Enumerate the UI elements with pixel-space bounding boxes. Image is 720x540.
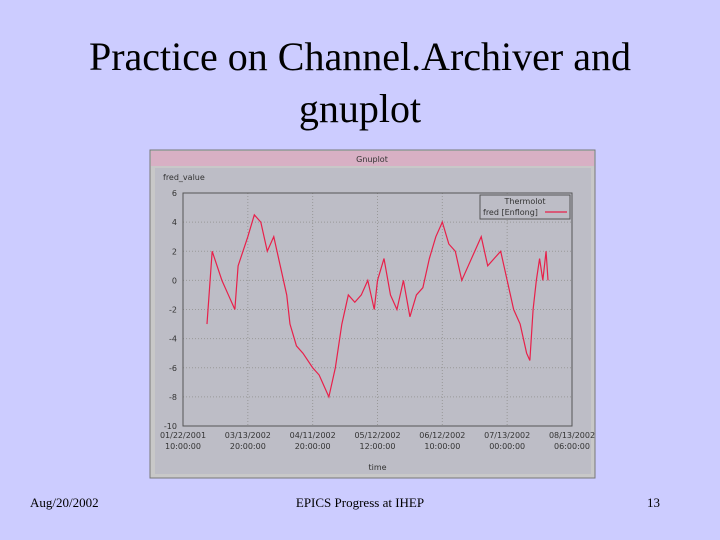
legend-box <box>479 194 571 220</box>
x-tick-label: 07/13/2002 <box>484 431 530 440</box>
x-tick-label: 06:00:00 <box>554 442 590 451</box>
legend-label: fred [Enflong] <box>483 208 538 217</box>
y-tick-label: -6 <box>169 364 177 373</box>
x-tick-label: 04/11/2002 <box>290 431 336 440</box>
x-tick-label: 20:00:00 <box>295 442 331 451</box>
x-tick-label: 10:00:00 <box>424 442 460 451</box>
x-axis-label: time <box>368 463 386 472</box>
legend-title: Thermolot <box>504 197 546 206</box>
y-tick-label: -10 <box>164 422 177 431</box>
x-tick-label: 06/12/2002 <box>419 431 465 440</box>
x-tick-label: 00:00:00 <box>489 442 525 451</box>
x-tick-label: 12:00:00 <box>360 442 396 451</box>
y-tick-label: -8 <box>169 393 177 402</box>
x-tick-label: 03/13/2002 <box>225 431 271 440</box>
plot-frame <box>182 192 573 427</box>
footer-right: 13 <box>647 495 660 510</box>
x-tick-label: 05/12/2002 <box>354 431 400 440</box>
series-line <box>206 213 549 399</box>
footer-left: Aug/20/2002 <box>30 495 99 510</box>
y-tick-label: 0 <box>172 276 177 285</box>
y-tick-label: 4 <box>172 218 177 227</box>
window-titlebar <box>151 151 594 166</box>
footer-center: EPICS Progress at IHEP <box>296 495 424 510</box>
title-line: Practice on Channel.Archiver and <box>89 34 631 79</box>
y-tick-label: -2 <box>169 306 177 315</box>
x-tick-label: 08/13/2002 <box>549 431 595 440</box>
x-tick-label: 10:00:00 <box>165 442 201 451</box>
y-tick-label: -4 <box>169 335 177 344</box>
title-line: gnuplot <box>299 86 421 131</box>
x-tick-label: 01/22/2001 <box>160 431 206 440</box>
x-tick-label: 20:00:00 <box>230 442 266 451</box>
y-tick-label: 2 <box>172 247 177 256</box>
window-title: Gnuplot <box>356 155 388 164</box>
y-tick-label: 6 <box>172 189 177 198</box>
y-axis-label: fred_value <box>163 173 205 182</box>
